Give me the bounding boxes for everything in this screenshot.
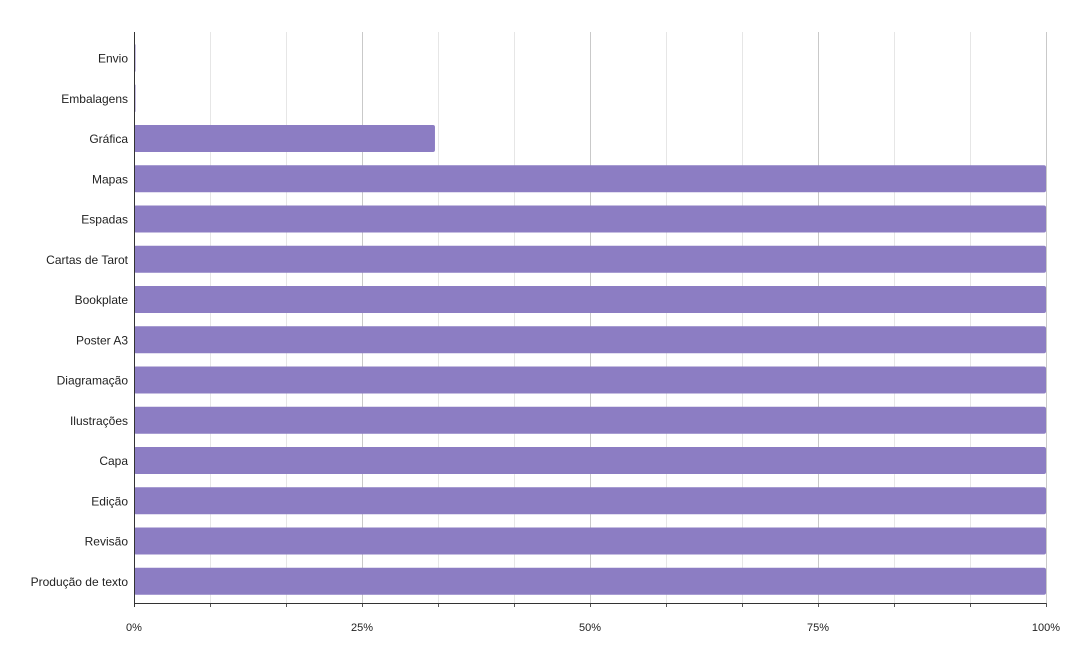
bar: [134, 286, 1046, 313]
y-tick-label: Gráfica: [89, 132, 128, 146]
y-tick-label: Poster A3: [76, 333, 128, 347]
bars: [134, 44, 1046, 595]
y-tick-label: Ilustrações: [70, 414, 128, 428]
y-tick-label: Revisão: [85, 535, 129, 549]
bar: [134, 245, 1046, 273]
bar: [134, 326, 1046, 354]
bar: [134, 205, 1046, 233]
bar: [134, 125, 435, 152]
y-tick-label: Envio: [98, 52, 128, 66]
bar: [134, 527, 1046, 555]
y-tick-label: Capa: [99, 454, 128, 468]
x-tick-label: 100%: [1032, 622, 1060, 634]
x-tick-label: 25%: [351, 622, 373, 634]
bar: [134, 366, 1046, 394]
gridlines: [210, 32, 1047, 603]
y-tick-label: Espadas: [81, 213, 128, 227]
bar: [134, 487, 1046, 515]
y-tick-label: Diagramação: [57, 374, 129, 388]
x-tick-label: 0%: [126, 622, 142, 634]
x-tick-label: 75%: [807, 622, 829, 634]
bar: [134, 165, 1046, 193]
labels: Envio Embalagens Gráfica Mapas Espadas Cartas…: [31, 52, 1061, 635]
y-tick-label: Embalagens: [61, 92, 128, 106]
y-tick-label: Cartas de Tarot: [46, 253, 128, 267]
y-tick-label: Bookplate: [75, 293, 129, 307]
y-tick-label: Edição: [91, 494, 128, 508]
axes: [134, 32, 1047, 607]
x-tick-label: 50%: [579, 622, 601, 634]
bar: [134, 406, 1046, 434]
y-tick-label: Produção de texto: [31, 575, 129, 589]
y-tick-label: Mapas: [92, 172, 128, 186]
bar: [134, 447, 1046, 474]
bar: [134, 567, 1046, 595]
